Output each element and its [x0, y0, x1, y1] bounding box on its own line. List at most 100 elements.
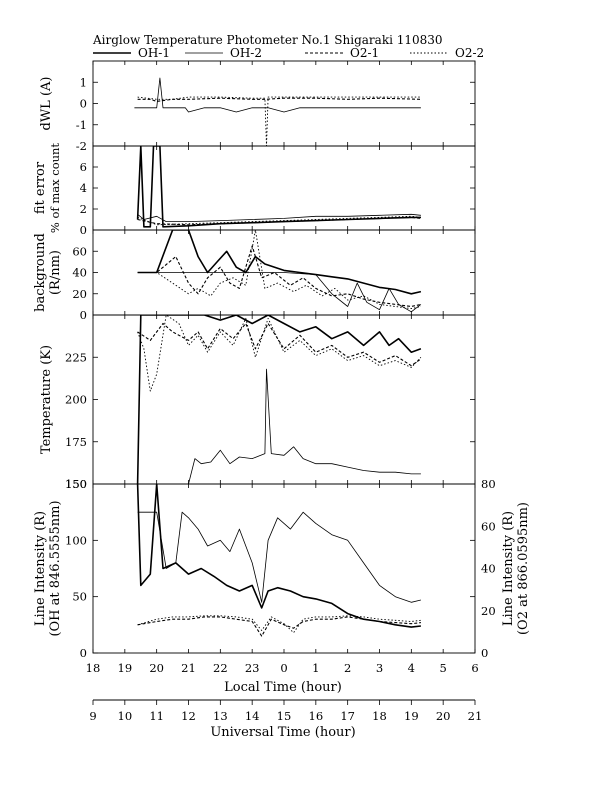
- local-time-tick-label: 4: [408, 661, 415, 675]
- y-tick-label: 225: [65, 350, 87, 364]
- series-line-o2-1: [137, 616, 421, 637]
- series-line-o2-2: [137, 96, 421, 146]
- series-group: [136, 146, 421, 228]
- legend-entry: OH-1: [138, 46, 170, 60]
- legend: OH-1 OH-2 O2-1 O2-2: [93, 46, 484, 60]
- y-right-axis-label: Line Intensity (R): [501, 511, 516, 626]
- series-group: [134, 77, 421, 146]
- series-line-oh-1: [136, 315, 422, 484]
- y-tick-label: 0: [80, 223, 87, 237]
- ut-tick-label: 21: [468, 709, 483, 723]
- legend-entry: O2-2: [455, 46, 484, 60]
- y-right-tick-label: 80: [481, 477, 496, 491]
- y-axis-label: % of max count: [48, 143, 62, 233]
- series-line-oh-2: [134, 77, 421, 113]
- y-tick-label: 60: [72, 244, 87, 258]
- panel-bg: 0 20 40 60 background (R/nm): [33, 229, 476, 322]
- series-line-oh-2: [137, 368, 421, 484]
- y-right-tick-label: 60: [481, 519, 496, 533]
- series-line-oh-2: [137, 213, 421, 222]
- local-time-tick-label: 23: [245, 661, 260, 675]
- y-tick-label: -1: [76, 118, 87, 132]
- ut-tick-label: 18: [372, 709, 387, 723]
- series-line-oh-2: [137, 272, 422, 313]
- ut-tick-label: 15: [277, 709, 292, 723]
- series-line-o2-1: [137, 97, 421, 102]
- y-axis-label: dWL (A): [39, 77, 54, 131]
- y-right-tick-label: 0: [481, 646, 488, 660]
- ut-tick-label: 9: [89, 709, 96, 723]
- ut-tick-label: 11: [149, 709, 164, 723]
- series-line-o2-2: [137, 615, 421, 634]
- ut-tick-label: 19: [404, 709, 419, 723]
- ut-tick-label: 10: [118, 709, 133, 723]
- local-time-tick-label: 5: [440, 661, 447, 675]
- chart-title: Airglow Temperature Photometer No.1 Shig…: [92, 33, 443, 47]
- y-axis-label: (R/nm): [48, 250, 63, 295]
- panel-temp: 150 175 200 225 Temperature (K): [39, 314, 476, 491]
- y-tick-label: 0: [80, 308, 87, 322]
- local-time-tick-label: 20: [149, 661, 164, 675]
- series-line-o2-2: [137, 215, 421, 226]
- y-right-tick-label: 20: [481, 604, 496, 618]
- series-line-oh-1: [137, 230, 422, 295]
- local-time-tick-label: 22: [213, 661, 228, 675]
- y-axis-label: Temperature (K): [39, 345, 54, 454]
- panel-frame: [92, 60, 476, 147]
- y-right-tick-label: 40: [481, 562, 496, 576]
- ut-tick-label: 14: [245, 709, 260, 723]
- legend-entry: OH-2: [230, 46, 262, 60]
- ut-tick-label: 12: [181, 709, 196, 723]
- y-tick-label: 40: [72, 266, 87, 280]
- y-tick-label: 6: [80, 160, 87, 174]
- series-line-o2-2: [137, 230, 421, 310]
- chart-panels: -2 -1 0 1 dWL (A) 0 2 4 6 fit error% of max count…: [33, 60, 531, 660]
- y-tick-label: 1: [80, 75, 87, 89]
- legend-entry: O2-1: [350, 46, 379, 60]
- series-line-oh-2: [137, 511, 421, 603]
- y-axis-label: fit error: [33, 161, 48, 214]
- local-time-tick-label: 6: [471, 661, 478, 675]
- series-group: [136, 315, 422, 484]
- y-tick-label: 50: [72, 590, 87, 604]
- y-tick-label: 20: [72, 287, 87, 301]
- local-time-axis-label: Local Time (hour): [224, 680, 342, 695]
- local-time-tick-label: 3: [376, 661, 383, 675]
- y-tick-label: 150: [65, 477, 87, 491]
- series-group: [137, 230, 422, 313]
- y-tick-label: 0: [80, 646, 87, 660]
- y-tick-label: 150: [65, 477, 87, 491]
- local-time-tick-label: 21: [181, 661, 196, 675]
- y-axis-label: (OH at 846.5555nm): [48, 500, 63, 636]
- series-group: [136, 484, 421, 637]
- ut-tick-label: 20: [436, 709, 451, 723]
- y-tick-label: 175: [65, 435, 87, 449]
- ut-tick-label: 13: [213, 709, 228, 723]
- panel-fit: 0 2 4 6 fit error% of max count: [33, 143, 476, 237]
- ut-axis-label: Universal Time (hour): [210, 725, 355, 740]
- local-time-tick-label: 18: [86, 661, 101, 675]
- local-time-tick-label: 0: [280, 661, 287, 675]
- y-tick-label: 100: [65, 533, 87, 547]
- y-tick-label: 200: [65, 393, 87, 407]
- y-tick-label: 0: [80, 97, 87, 111]
- series-line-oh-1: [136, 484, 421, 628]
- time-axes: 18 19 20 21 22 23 0 1 2 3 4 5 69 10 11 12 13 14 15 16 17 18 19…: [86, 661, 483, 723]
- series-line-o2-2: [137, 315, 422, 392]
- y-axis-label: Line Intensity (R): [33, 511, 48, 626]
- local-time-tick-label: 19: [118, 661, 133, 675]
- ut-tick-label: 17: [340, 709, 355, 723]
- local-time-tick-label: 2: [344, 661, 351, 675]
- y-tick-label: -2: [76, 139, 87, 153]
- series-line-o2-1: [137, 216, 421, 226]
- y-right-axis-label: (O2 at 866.0595nm): [516, 502, 531, 635]
- y-axis-label: background: [33, 233, 48, 312]
- y-tick-label: 2: [80, 202, 87, 216]
- series-line-o2-1: [137, 245, 422, 308]
- series-line-o2-1: [137, 322, 422, 367]
- y-tick-label: 4: [80, 181, 87, 195]
- local-time-tick-label: 1: [312, 661, 319, 675]
- ut-tick-label: 16: [309, 709, 324, 723]
